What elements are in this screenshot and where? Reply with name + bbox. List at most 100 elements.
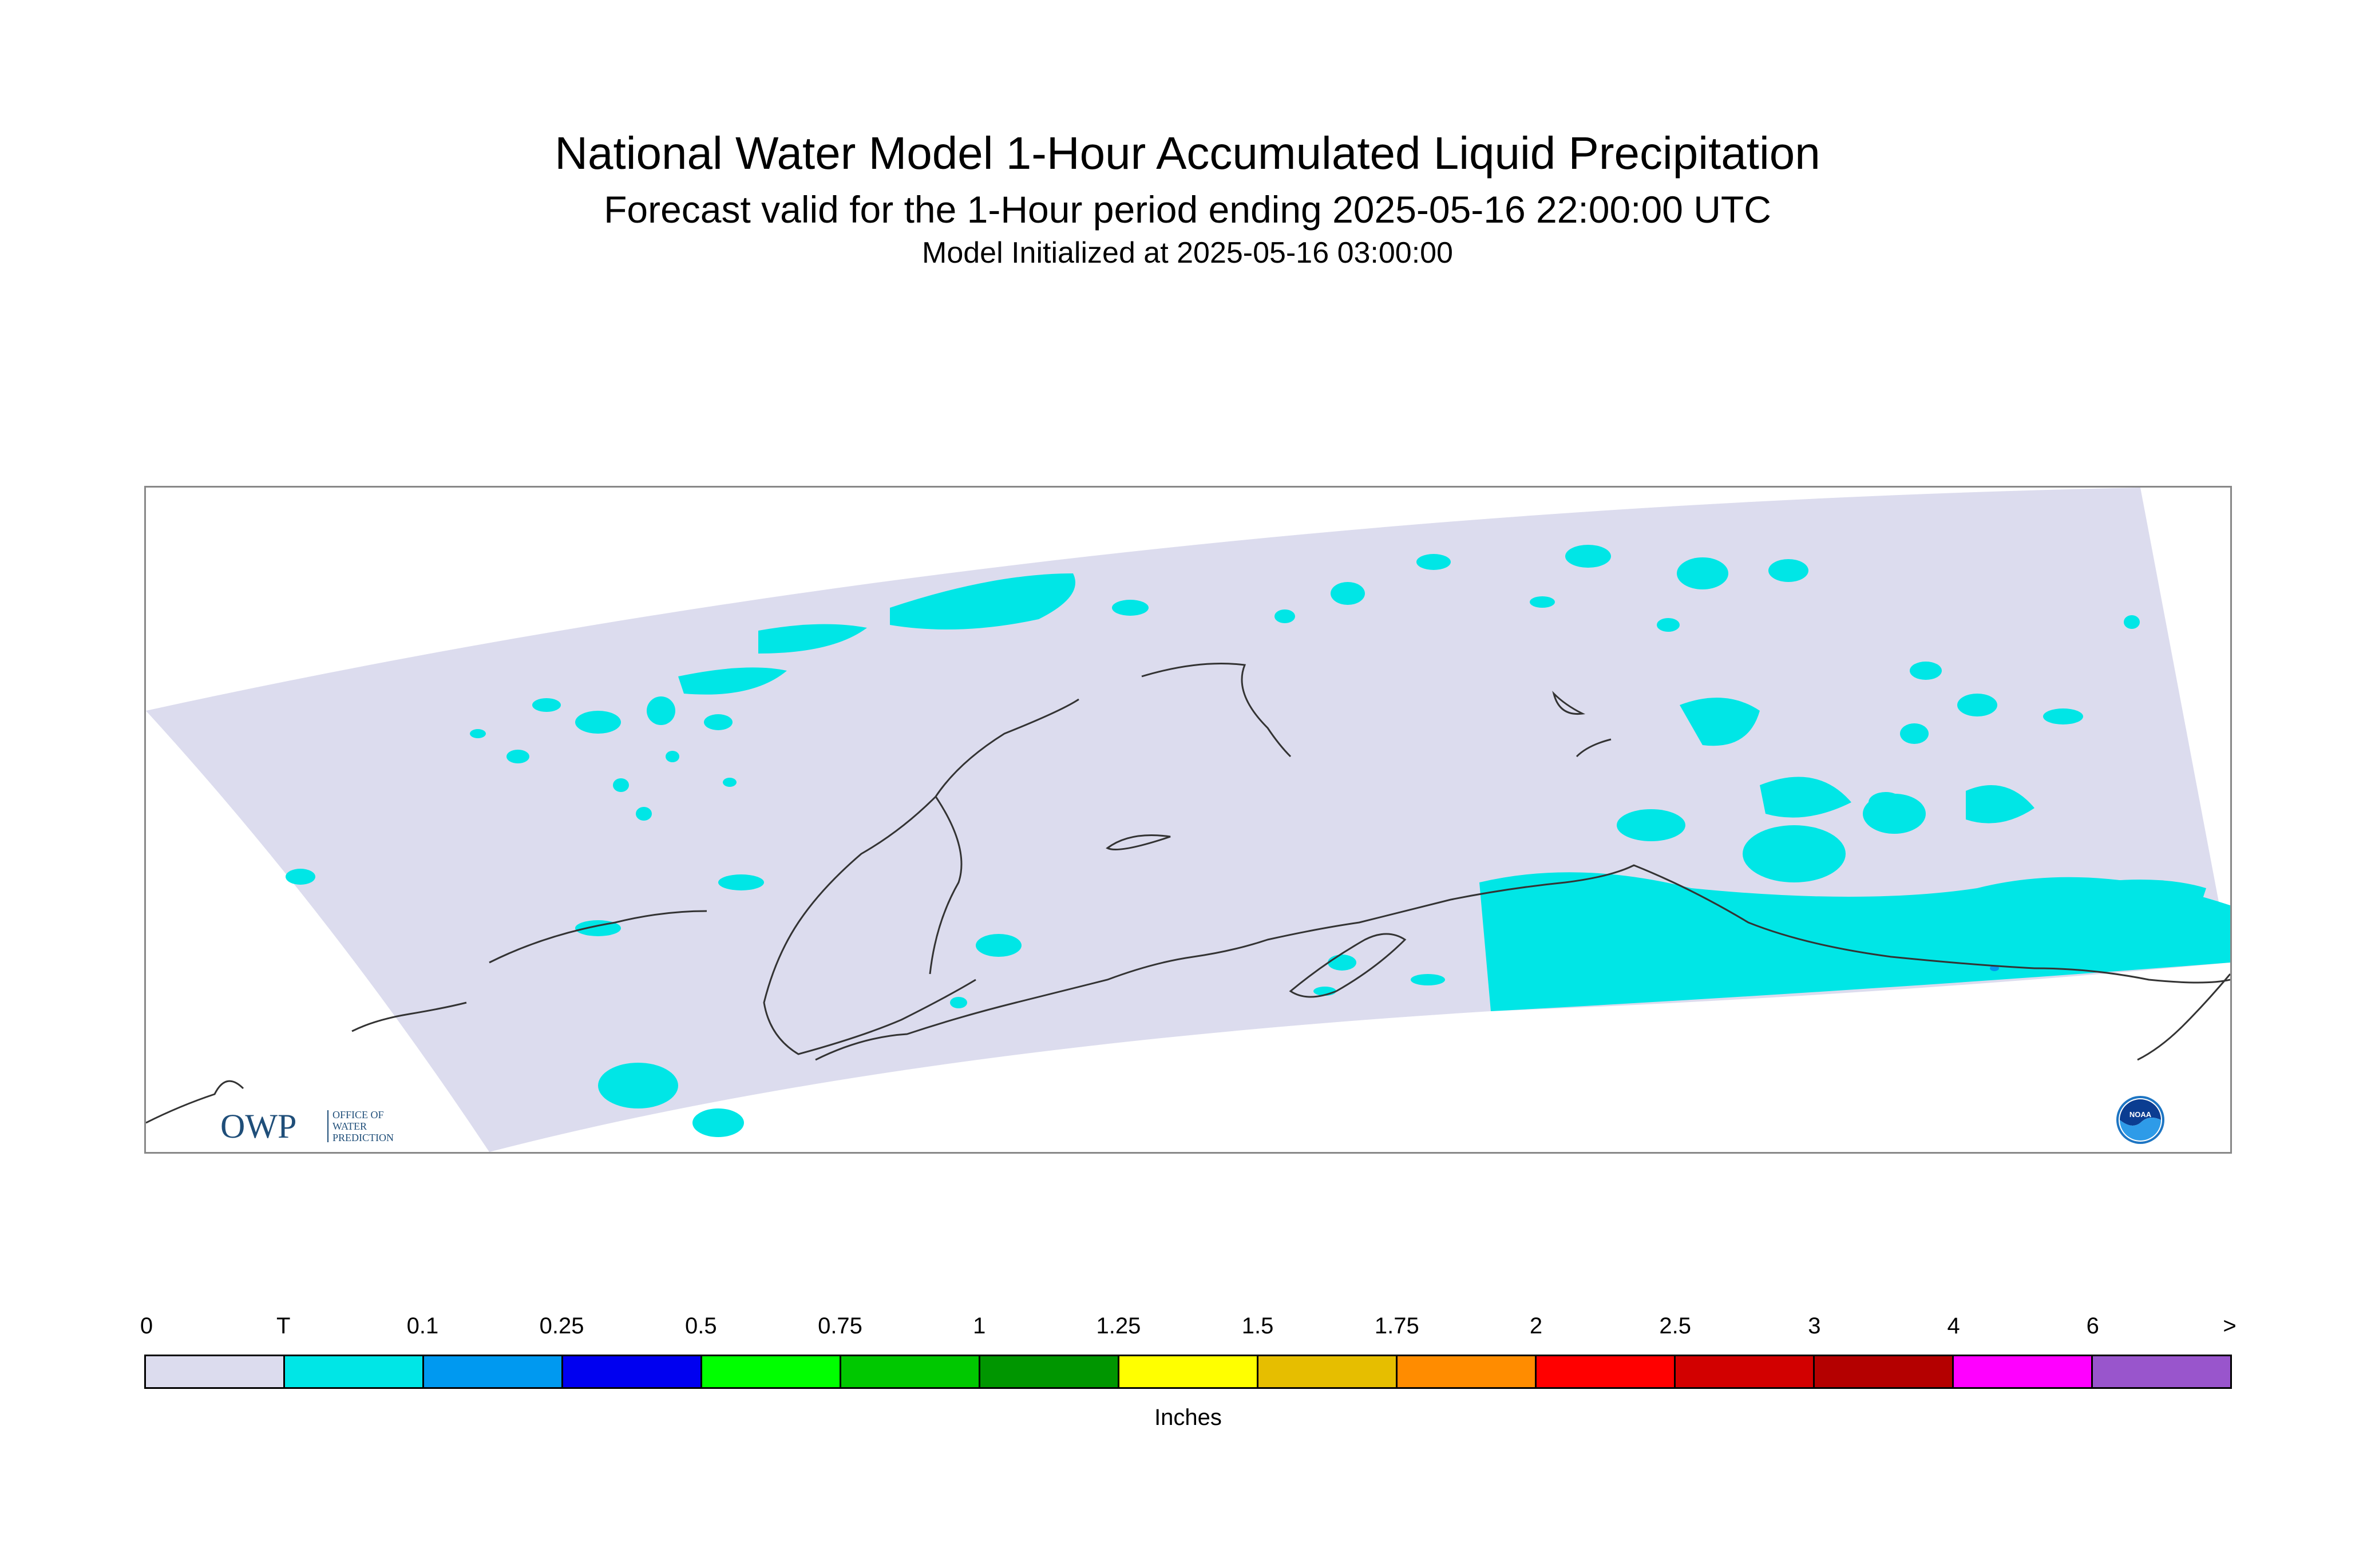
noaa-logo: NOAA	[2116, 1096, 2164, 1144]
coastline-lake	[1552, 691, 1586, 715]
coastline-bay	[929, 796, 963, 975]
precip-cell	[1743, 825, 1846, 882]
precip-cell	[890, 573, 1075, 629]
precip-cell	[2124, 615, 2140, 629]
precip-cell	[1966, 785, 2034, 823]
trace-precip-areas	[286, 545, 2230, 1137]
precip-cell	[1768, 559, 1808, 582]
precip-cell	[1328, 955, 1356, 971]
precip-cell	[1416, 554, 1451, 570]
light-precip-cell	[1990, 965, 1999, 971]
precip-cell	[718, 874, 764, 890]
precip-cell	[1657, 618, 1680, 632]
legend-swatch	[1537, 1356, 1676, 1387]
legend-tick-label: 0.75	[818, 1313, 862, 1339]
noaa-mark: NOAA	[2129, 1110, 2152, 1119]
precip-cell	[1479, 872, 2230, 1011]
precip-cell	[1760, 777, 1851, 818]
legend-tick-label: 3	[1808, 1313, 1821, 1339]
precip-cell	[1112, 600, 1149, 616]
precip-cell	[1869, 792, 1903, 813]
legend-tick-label: 0.1	[406, 1313, 439, 1339]
precip-cell	[678, 667, 787, 695]
coastline-strait	[489, 910, 707, 964]
coastline-arm	[1141, 663, 1292, 758]
precip-cell	[286, 869, 315, 885]
map-panel[interactable]: OWP OFFICE OF WATER PREDICTION NOAA	[144, 486, 2232, 1154]
precip-cell	[976, 934, 1022, 957]
coastline-inlet	[1106, 834, 1171, 850]
precip-cell	[704, 714, 733, 730]
legend-swatch	[1954, 1356, 2093, 1387]
precip-cell	[723, 778, 737, 787]
precip-cell	[950, 997, 967, 1008]
precip-cell	[1957, 694, 1997, 716]
legend-swatch	[702, 1356, 841, 1387]
coastline-mainland	[815, 864, 2230, 1061]
precip-cell	[692, 1108, 744, 1137]
precip-cell	[1530, 596, 1555, 608]
map-subtitle: Forecast valid for the 1-Hour period end…	[604, 188, 1771, 231]
precip-cell	[1274, 609, 1295, 623]
precip-cell	[598, 1063, 678, 1108]
legend-swatch	[841, 1356, 980, 1387]
owp-line3: PREDICTION	[332, 1132, 394, 1143]
legend-swatch	[1676, 1356, 1815, 1387]
outside-domain-left	[146, 711, 489, 1152]
precip-cell	[1565, 545, 1611, 568]
precip-cell	[1677, 557, 1728, 589]
coastline-island-kodiak	[1289, 933, 1407, 998]
coastline-island-chain	[351, 1001, 467, 1032]
precip-cell	[1900, 723, 1929, 744]
legend-tick-label: 6	[2086, 1313, 2099, 1339]
color-legend: 0 T 0.1 0.25 0.5 0.75 1 1.25 1.5 1.75 2 2.5 3 4 6 > Inc…	[140, 1313, 2237, 1430]
coastline-peninsula	[763, 698, 1079, 1055]
legend-swatch	[424, 1356, 563, 1387]
precip-cell	[470, 729, 486, 738]
precip-cell	[1331, 582, 1365, 605]
precip-cell	[666, 751, 679, 762]
precip-cell	[2043, 708, 2083, 724]
precip-cell	[647, 696, 675, 725]
legend-swatch	[2093, 1356, 2230, 1387]
precip-cell	[532, 698, 561, 712]
coastline-west	[146, 1080, 244, 1124]
coastline-lake2	[1576, 738, 1612, 758]
legend-tick-label: 0	[140, 1313, 153, 1339]
precip-cell	[506, 750, 529, 763]
legend-tick-label: 4	[1947, 1313, 1960, 1339]
legend-tick-label: 2.5	[1659, 1313, 1691, 1339]
precip-cell	[1617, 809, 1685, 841]
legend-tick-label: T	[276, 1313, 291, 1339]
legend-unit-label: Inches	[1154, 1405, 1222, 1430]
legend-tick-label: 2	[1529, 1313, 1543, 1339]
precip-cell	[1680, 698, 1760, 746]
legend-swatch	[285, 1356, 424, 1387]
legend-swatch	[146, 1356, 285, 1387]
legend-swatch	[980, 1356, 1119, 1387]
legend-tick-label: >	[2223, 1313, 2237, 1339]
precip-cell	[613, 778, 629, 792]
coastlines	[146, 663, 2230, 1124]
legend-tick-label: 1.25	[1096, 1313, 1141, 1339]
precip-cell	[2057, 880, 2206, 926]
legend-tick-label: 0.25	[539, 1313, 584, 1339]
owp-line2: WATER	[332, 1120, 367, 1132]
precip-cell	[1910, 662, 1942, 680]
legend-tick-label: 0.5	[684, 1313, 717, 1339]
precip-cell	[1411, 974, 1445, 985]
owp-logo: OWP OFFICE OF WATER PREDICTION	[220, 1107, 394, 1145]
legend-color-bar	[144, 1355, 2232, 1389]
precip-cell	[758, 624, 867, 654]
coastline-southeast	[2137, 973, 2230, 1061]
precipitation-map	[146, 488, 2230, 1152]
legend-swatch	[1815, 1356, 1954, 1387]
owp-mark: OWP	[220, 1107, 296, 1145]
precip-cell	[575, 711, 621, 734]
legend-tick-label: 1.5	[1241, 1313, 1274, 1339]
map-title: National Water Model 1-Hour Accumulated …	[555, 128, 1820, 179]
model-init-time: Model Initialized at 2025-05-16 03:00:00	[922, 236, 1453, 270]
owp-line1: OFFICE OF	[332, 1109, 384, 1120]
precip-cell	[1497, 886, 1634, 922]
